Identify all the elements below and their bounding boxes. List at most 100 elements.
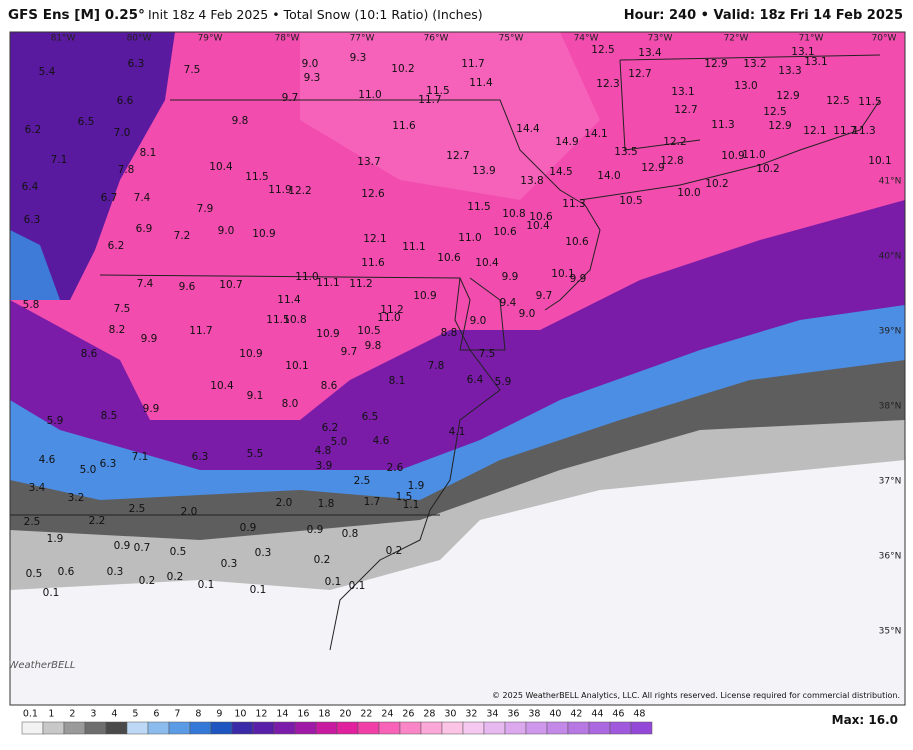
- snow-value: 13.1: [791, 46, 814, 58]
- snow-value: 11.5: [426, 85, 449, 97]
- snow-value: 11.5: [467, 201, 490, 213]
- snow-value: 8.2: [109, 324, 126, 336]
- snow-value: 12.7: [446, 150, 469, 162]
- snow-value: 11.1: [316, 277, 339, 289]
- snow-value: 7.0: [114, 127, 131, 139]
- colorbar-swatch: [588, 721, 611, 735]
- colorbar-label: 38: [528, 709, 540, 720]
- snow-value: 5.0: [331, 436, 348, 448]
- snow-value: 5.9: [495, 376, 512, 388]
- snow-value: 12.3: [596, 78, 619, 90]
- colorbar-swatch: [189, 721, 212, 735]
- colorbar-label: 36: [507, 709, 519, 720]
- snow-value: 13.3: [778, 65, 801, 77]
- snow-value: 10.2: [705, 178, 728, 190]
- snow-value: 10.4: [475, 257, 499, 269]
- snow-value: 11.6: [392, 120, 416, 132]
- snow-value: 10.9: [413, 290, 436, 302]
- snow-value: 8.5: [101, 410, 118, 422]
- colorbar-label: 7: [174, 709, 180, 720]
- field-blue-west: [10, 230, 60, 300]
- snow-value: 0.7: [134, 542, 151, 554]
- colorbar-label: 48: [633, 709, 645, 720]
- snow-value: 6.3: [100, 458, 117, 470]
- borders: [10, 54, 881, 651]
- snow-value: 0.1: [325, 576, 342, 588]
- snow-value: 9.6: [179, 281, 196, 293]
- colorbar-label: 6: [153, 709, 159, 720]
- field-purple-west: [10, 32, 175, 300]
- colorbar-swatch: [609, 721, 632, 735]
- snow-value: 13.8: [520, 175, 543, 187]
- colorbar-label: 20: [339, 709, 351, 720]
- snow-value: 10.6: [493, 226, 517, 238]
- snow-value: 9.3: [304, 72, 321, 84]
- snow-value: 10.5: [619, 195, 642, 207]
- snow-value: 11.4: [469, 77, 493, 89]
- snow-value: 10.9: [721, 150, 744, 162]
- snow-value: 11.7: [833, 125, 856, 137]
- snow-value: 11.0: [358, 89, 381, 101]
- field-none: [10, 460, 905, 705]
- lon-label: 78°W: [275, 34, 300, 44]
- snow-value: 6.3: [128, 58, 145, 70]
- snow-value: 13.5: [614, 146, 637, 158]
- snow-value: 1.5: [396, 491, 413, 503]
- lat-label: 39°N: [879, 327, 902, 337]
- colorbar-swatch: [399, 721, 422, 735]
- colorbar-label: 46: [612, 709, 624, 720]
- colorbar-label: 18: [318, 709, 330, 720]
- colorbar-swatch: [336, 721, 359, 735]
- snow-value: 13.7: [357, 156, 380, 168]
- colorbar-label: 12: [255, 709, 267, 720]
- snow-value: 11.7: [418, 94, 441, 106]
- snow-value: 9.9: [141, 333, 158, 345]
- lon-label: 81°W: [51, 34, 76, 44]
- snow-value: 0.2: [139, 575, 156, 587]
- colorbar-label: 30: [444, 709, 456, 720]
- snow-value: 10.6: [529, 211, 553, 223]
- snow-value: 12.2: [288, 185, 311, 197]
- colorbar-swatch: [567, 721, 590, 735]
- snow-value: 6.3: [24, 214, 41, 226]
- colorbar-swatch: [252, 721, 275, 735]
- snow-value: 0.2: [167, 571, 184, 583]
- snow-value: 11.5: [266, 314, 289, 326]
- snow-value: 10.7: [219, 279, 242, 291]
- snow-value: 8.1: [140, 147, 157, 159]
- snow-value: 9.9: [143, 403, 160, 415]
- snow-value: 11.3: [852, 125, 875, 137]
- snow-value: 7.1: [132, 451, 149, 463]
- lon-label: 74°W: [574, 34, 599, 44]
- colorbar-swatch: [294, 721, 317, 735]
- snow-value: 0.9: [240, 522, 257, 534]
- snow-value: 11.4: [277, 294, 301, 306]
- colorbar-swatch: [147, 721, 170, 735]
- snow-value: 14.9: [555, 136, 578, 148]
- lat-label: 40°N: [879, 252, 902, 262]
- snow-value: 1.9: [47, 533, 64, 545]
- snow-value: 6.9: [136, 223, 153, 235]
- map-frame: [9, 31, 906, 706]
- snow-value: 5.8: [23, 299, 40, 311]
- snow-value: 12.9: [641, 162, 664, 174]
- colorbar-label: 5: [132, 709, 138, 720]
- snow-value: 11.6: [361, 257, 385, 269]
- colorbar-label: 10: [234, 709, 246, 720]
- snow-value: 6.6: [117, 95, 134, 107]
- snow-value: 11.3: [711, 119, 734, 131]
- snow-value: 0.3: [255, 547, 272, 559]
- snow-value: 6.4: [22, 181, 39, 193]
- snow-value: 10.1: [551, 268, 574, 280]
- snow-value: 6.4: [467, 374, 484, 386]
- snow-value: 11.7: [461, 58, 484, 70]
- field-max: [300, 32, 600, 200]
- colorbar-swatch: [168, 721, 191, 735]
- snow-value: 0.3: [221, 558, 238, 570]
- snow-value: 10.1: [285, 360, 308, 372]
- snow-value: 7.8: [428, 360, 445, 372]
- snow-value: 0.1: [349, 580, 366, 592]
- valid-time: Hour: 240 • Valid: 18z Fri 14 Feb 2025: [624, 8, 903, 23]
- snow-value: 12.1: [803, 125, 826, 137]
- snow-value: 0.8: [342, 528, 359, 540]
